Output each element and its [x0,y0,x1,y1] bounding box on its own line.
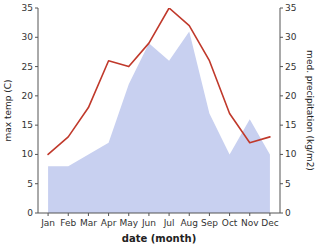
y-tick [35,66,38,67]
y-tick [35,213,38,214]
y-tick [35,37,38,38]
x-tick [229,213,230,216]
y2-tick [280,154,283,155]
y2-tick-label: 10 [285,149,297,159]
x-tick-label: Jul [163,218,175,228]
x-tick [249,213,250,216]
y2-tick-label: 25 [285,62,296,72]
chart: 0 5 10 15 20 25 30 35 0 5 10 15 20 25 30 35 Jan Feb Mar Apr… [0,0,318,247]
x-tick [108,213,109,216]
y2-tick [280,66,283,67]
y2-tick [280,213,283,214]
precipitation-area [48,31,270,213]
y-tick-label: 5 [27,179,33,189]
x-tick [48,213,49,216]
x-axis-line [38,213,280,214]
x-tick-label: Dec [261,218,278,228]
y2-tick [280,125,283,126]
y2-axis-label: med. precipitation (kg/m2) [305,50,315,171]
x-tick-label: Sep [201,218,218,228]
y2-axis-line [280,8,281,213]
x-tick-label: Mar [80,218,97,228]
x-tick-label: Nov [241,218,259,228]
x-tick [209,213,210,216]
y-tick [35,183,38,184]
y2-tick-label: 15 [285,120,296,130]
y-tick [35,154,38,155]
x-tick-label: Apr [101,218,117,228]
y2-tick [280,95,283,96]
y2-tick-label: 30 [285,32,297,42]
y-axis-line [38,8,39,213]
y-tick-label: 10 [22,149,34,159]
x-tick [148,213,149,216]
x-tick [189,213,190,216]
y2-tick-label: 5 [285,179,291,189]
y-axis-label: max temp (C) [3,79,13,141]
y-tick-label: 15 [22,120,33,130]
y2-tick-label: 0 [285,208,291,218]
x-tick-label: Aug [180,218,198,228]
y-tick-label: 0 [27,208,33,218]
x-tick-label: Jun [141,218,156,228]
y-tick-label: 35 [22,3,33,13]
y2-tick [280,183,283,184]
x-tick [269,213,270,216]
x-tick-label: Oct [222,218,238,228]
y2-tick [280,37,283,38]
x-tick [68,213,69,216]
x-tick-label: Feb [60,218,76,228]
x-tick-label: May [119,218,138,228]
x-tick-label: Jan [40,218,55,228]
temperature-line [48,8,270,154]
y-tick [35,125,38,126]
y2-tick [280,8,283,9]
x-tick [169,213,170,216]
y-tick [35,8,38,9]
y-tick-label: 25 [22,62,33,72]
x-tick [88,213,89,216]
x-tick [128,213,129,216]
y-tick [35,95,38,96]
y2-tick-label: 20 [285,91,297,101]
y-tick-label: 30 [22,32,34,42]
y2-tick-label: 35 [285,3,296,13]
y-tick-label: 20 [22,91,34,101]
marks [48,8,270,213]
x-axis-label: date (month) [122,233,196,244]
